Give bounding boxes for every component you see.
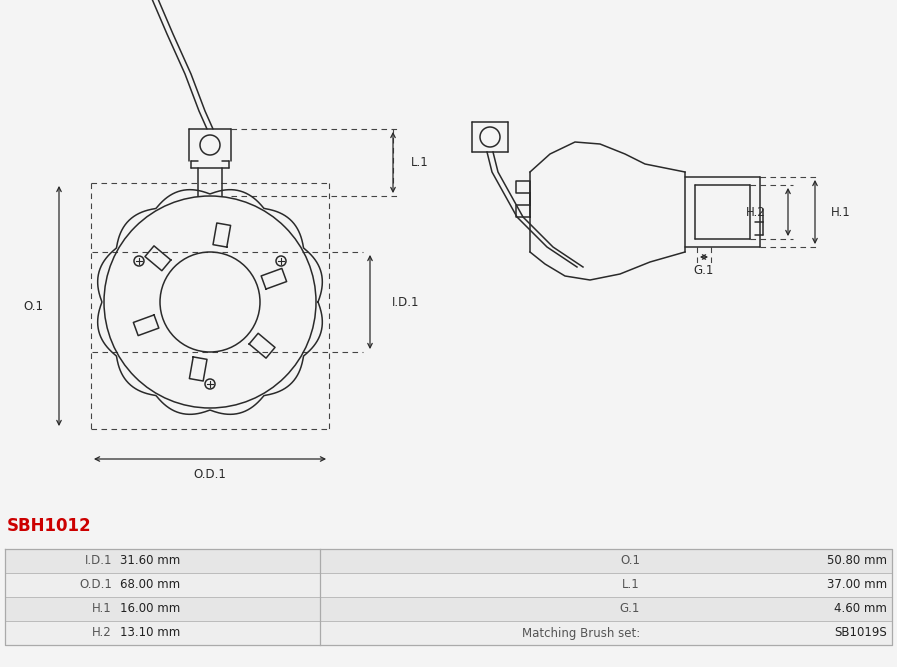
Text: H.2: H.2 bbox=[92, 626, 112, 640]
Text: 50.80 mm: 50.80 mm bbox=[827, 554, 887, 568]
Text: O.1: O.1 bbox=[620, 554, 640, 568]
Text: I.D.1: I.D.1 bbox=[392, 295, 420, 309]
Text: O.D.1: O.D.1 bbox=[194, 468, 226, 482]
Text: L.1: L.1 bbox=[623, 578, 640, 592]
Bar bbox=[5, 549, 320, 573]
Text: SB1019S: SB1019S bbox=[834, 626, 887, 640]
Text: 31.60 mm: 31.60 mm bbox=[120, 554, 180, 568]
Text: I.D.1: I.D.1 bbox=[84, 554, 112, 568]
Text: 68.00 mm: 68.00 mm bbox=[120, 578, 180, 592]
Text: O.D.1: O.D.1 bbox=[79, 578, 112, 592]
Text: 16.00 mm: 16.00 mm bbox=[120, 602, 180, 616]
Bar bbox=[5, 597, 320, 621]
Bar bbox=[320, 573, 892, 597]
Bar bbox=[320, 597, 892, 621]
Text: G.1: G.1 bbox=[693, 265, 714, 277]
Text: H.1: H.1 bbox=[831, 205, 850, 219]
Text: H.1: H.1 bbox=[92, 602, 112, 616]
Text: O.1: O.1 bbox=[23, 299, 43, 313]
Text: 4.60 mm: 4.60 mm bbox=[834, 602, 887, 616]
Bar bbox=[5, 573, 320, 597]
Text: Matching Brush set:: Matching Brush set: bbox=[522, 626, 640, 640]
Text: L.1: L.1 bbox=[411, 156, 429, 169]
Text: G.1: G.1 bbox=[620, 602, 640, 616]
Text: 37.00 mm: 37.00 mm bbox=[827, 578, 887, 592]
Text: SBH1012: SBH1012 bbox=[7, 517, 91, 535]
Bar bbox=[320, 621, 892, 645]
Bar bbox=[320, 549, 892, 573]
Text: H.2: H.2 bbox=[746, 205, 766, 219]
Bar bbox=[5, 621, 320, 645]
Text: 13.10 mm: 13.10 mm bbox=[120, 626, 180, 640]
